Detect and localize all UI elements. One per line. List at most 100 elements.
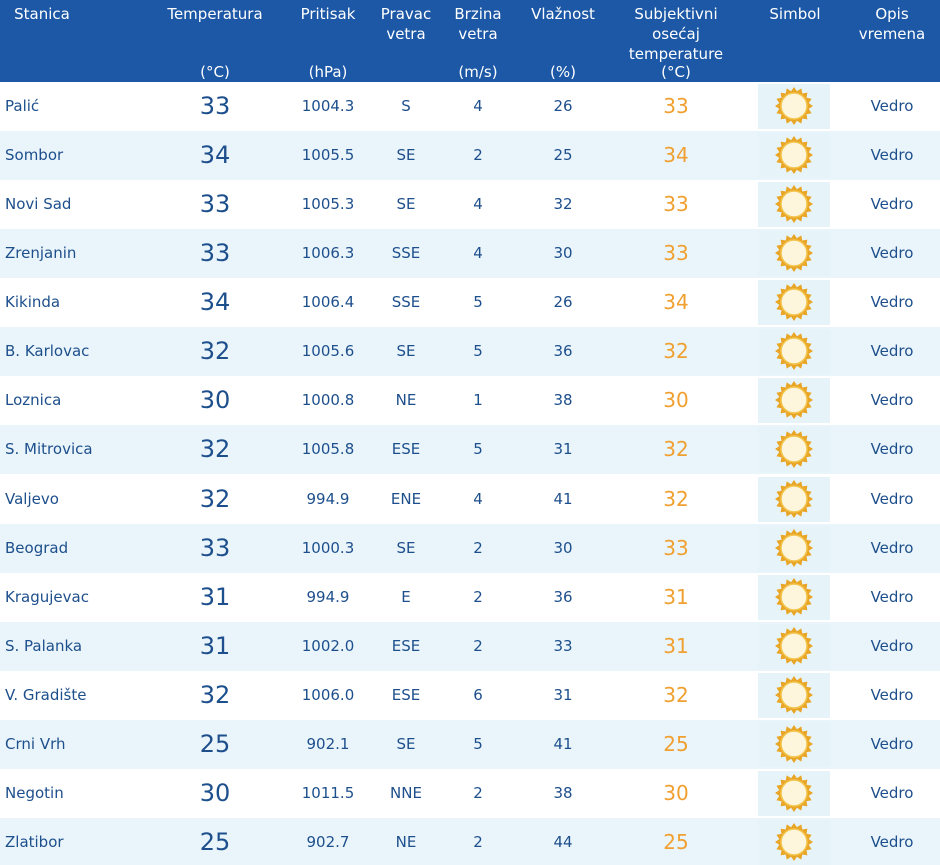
- column-header: Vlažnost: [531, 5, 595, 23]
- humidity: 26: [553, 293, 573, 312]
- wind-speed: 2: [473, 146, 483, 165]
- temperature: 33: [199, 239, 231, 268]
- wind-direction: SE: [396, 538, 416, 557]
- feels-like: 25: [663, 829, 689, 854]
- symbol-cell: [758, 182, 830, 228]
- symbol-cell: [758, 231, 830, 277]
- sun-disc: [780, 337, 808, 366]
- table-row: Sombor 34 1005.5 SE 2 25 34 Vedro: [0, 131, 940, 181]
- description: Vedro: [870, 538, 914, 557]
- pressure: 1006.4: [301, 293, 355, 312]
- wind-direction: SSE: [391, 244, 421, 263]
- sun-disc: [780, 730, 808, 758]
- feels-like: 31: [663, 584, 689, 609]
- sun-icon: [775, 626, 813, 665]
- station-name: Kragujevac: [5, 587, 89, 606]
- temperature: 33: [199, 533, 231, 562]
- wind-speed: 2: [473, 832, 483, 851]
- sun-icon: [775, 87, 813, 125]
- sun-icon: [775, 185, 813, 224]
- column-header: Opis vremena: [858, 5, 926, 43]
- station-name: Valjevo: [5, 489, 59, 508]
- column-header: Brzina vetra: [454, 5, 502, 43]
- wind-speed: 2: [473, 538, 483, 557]
- pressure: 1005.6: [301, 342, 355, 361]
- station-name: Loznica: [5, 391, 62, 410]
- symbol-cell: [758, 84, 830, 129]
- sun-icon: [775, 332, 813, 371]
- wind-direction: SE: [396, 146, 416, 165]
- description: Vedro: [870, 734, 914, 753]
- feels-like: 33: [663, 241, 689, 266]
- sun-disc: [780, 484, 808, 513]
- wind-direction: E: [401, 587, 411, 606]
- description: Vedro: [870, 636, 914, 655]
- wind-speed: 5: [473, 293, 483, 312]
- sun-icon: [775, 577, 813, 616]
- temperature: 30: [199, 778, 231, 807]
- humidity: 36: [553, 587, 573, 606]
- sun-icon: [775, 381, 813, 420]
- temperature: 34: [199, 288, 231, 317]
- table-row: Kragujevac 31 994.9 E 2 36 31 Vedro: [0, 572, 940, 622]
- station-name: Palić: [5, 97, 40, 115]
- column-header: Temperatura: [167, 5, 263, 23]
- sun-icon: [775, 234, 813, 273]
- wind-speed: 2: [473, 636, 483, 655]
- table-row: Loznica 30 1000.8 NE 1 38 30 Vedro: [0, 376, 940, 426]
- wind-direction: SE: [396, 734, 416, 753]
- description: Vedro: [870, 195, 914, 214]
- symbol-cell: [758, 378, 830, 424]
- symbol-cell: [758, 133, 830, 179]
- wind-speed: 2: [473, 587, 483, 606]
- feels-like: 33: [663, 94, 689, 118]
- sun-disc: [780, 435, 808, 464]
- wind-speed: 4: [473, 97, 483, 115]
- feels-like: 30: [663, 780, 689, 805]
- pressure: 1000.8: [301, 391, 355, 410]
- pressure: 1005.3: [301, 195, 355, 214]
- wind-direction: ESE: [391, 636, 421, 655]
- feels-like: 33: [663, 535, 689, 560]
- humidity: 31: [553, 440, 573, 459]
- station-name: Crni Vrh: [5, 734, 66, 753]
- column-unit: (°C): [200, 63, 230, 81]
- sun-icon: [775, 822, 813, 861]
- station-name: Zrenjanin: [5, 244, 77, 263]
- pressure: 1005.5: [301, 146, 355, 165]
- sun-disc: [780, 92, 808, 120]
- table-row: B. Karlovac 32 1005.6 SE 5 36 32 Vedro: [0, 327, 940, 377]
- temperature: 31: [199, 631, 231, 660]
- temperature: 34: [199, 141, 231, 170]
- table-row: Negotin 30 1011.5 NNE 2 38 30 Vedro: [0, 768, 940, 818]
- symbol-cell: [758, 525, 830, 571]
- description: Vedro: [870, 587, 914, 606]
- wind-direction: NE: [395, 391, 417, 410]
- description: Vedro: [870, 489, 914, 508]
- humidity: 36: [553, 342, 573, 361]
- feels-like: 32: [663, 339, 689, 364]
- sun-icon: [775, 724, 813, 763]
- pressure: 902.7: [306, 832, 350, 851]
- symbol-cell: [758, 672, 830, 718]
- description: Vedro: [870, 783, 914, 802]
- sun-disc: [780, 828, 808, 856]
- temperature: 25: [199, 729, 231, 758]
- humidity: 32: [553, 195, 573, 214]
- wind-direction: S: [401, 97, 411, 115]
- wind-direction: SSE: [391, 293, 421, 312]
- humidity: 44: [553, 832, 573, 851]
- feels-like: 32: [663, 437, 689, 462]
- pressure: 994.9: [306, 489, 350, 508]
- sun-disc: [780, 779, 808, 807]
- table-row: Beograd 33 1000.3 SE 2 30 33 Vedro: [0, 523, 940, 573]
- sun-disc: [780, 190, 808, 218]
- sun-icon: [775, 283, 813, 322]
- table-row: Novi Sad 33 1005.3 SE 4 32 33 Vedro: [0, 180, 940, 230]
- pressure: 1011.5: [301, 783, 355, 802]
- wind-speed: 5: [473, 734, 483, 753]
- description: Vedro: [870, 97, 914, 115]
- symbol-cell: [758, 280, 830, 326]
- column-header: Subjektivni osećaj temperature: [628, 5, 724, 63]
- feels-like: 32: [663, 682, 689, 707]
